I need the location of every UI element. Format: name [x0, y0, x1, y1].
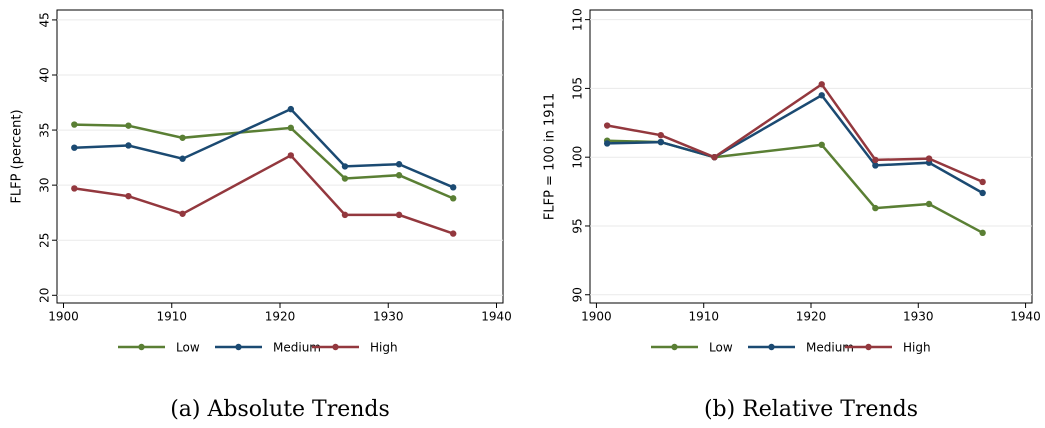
data-point: [287, 152, 295, 159]
y-tick-label: 40: [38, 67, 52, 82]
data-point: [450, 195, 457, 202]
legend-marker: [768, 343, 775, 351]
plot-frame: [589, 9, 1033, 304]
data-point: [395, 161, 403, 168]
y-tick-label: 45: [38, 12, 52, 27]
y-axis-label: FLFP (percent): [10, 109, 25, 203]
data-point: [71, 185, 78, 192]
data-point: [657, 138, 665, 146]
data-point: [395, 211, 403, 219]
data-point: [125, 142, 132, 149]
x-tick-label: 1930: [903, 310, 934, 324]
data-point: [925, 200, 933, 208]
data-point: [179, 155, 186, 162]
data-point: [872, 162, 879, 169]
data-point: [818, 92, 825, 99]
y-tick-label: 95: [571, 218, 585, 233]
data-point: [341, 211, 349, 219]
data-point: [341, 175, 349, 182]
legend-marker: [235, 343, 242, 351]
legend-label: Low: [176, 341, 200, 355]
y-tick-label: 110: [571, 8, 585, 31]
data-point: [450, 184, 457, 191]
x-tick-label: 1900: [581, 310, 612, 324]
data-point: [872, 204, 879, 212]
y-tick-label: 90: [571, 287, 585, 302]
x-tick-label: 1910: [688, 310, 719, 324]
data-point: [287, 124, 295, 132]
legend-marker: [332, 343, 339, 351]
legend-marker: [138, 343, 145, 351]
series-line: [607, 139, 984, 234]
data-point: [125, 192, 132, 200]
data-point: [603, 122, 611, 129]
data-point: [872, 156, 879, 164]
y-tick-label: 35: [38, 122, 52, 137]
legend-label: High: [370, 341, 398, 355]
x-tick-label: 1900: [48, 310, 79, 324]
data-point: [71, 121, 78, 128]
data-point: [287, 105, 295, 113]
x-tick-label: 1910: [156, 310, 187, 324]
y-tick-label: 25: [38, 233, 52, 248]
x-tick-label: 1920: [265, 310, 296, 324]
data-point: [603, 140, 611, 147]
data-point: [179, 210, 186, 217]
legend-label: Medium: [273, 341, 321, 355]
y-tick-label: 105: [571, 77, 585, 100]
data-point: [657, 131, 665, 139]
data-point: [979, 229, 986, 237]
y-tick-label: 30: [38, 177, 52, 192]
data-point: [979, 178, 986, 186]
legend-marker: [865, 343, 872, 351]
data-point: [71, 144, 78, 151]
y-tick-label: 100: [571, 146, 585, 169]
data-point: [818, 81, 825, 88]
data-point: [179, 134, 186, 141]
data-point: [341, 163, 349, 170]
plot-frame: [56, 9, 504, 304]
legend-label: Medium: [806, 341, 854, 355]
legend-label: Low: [709, 341, 733, 355]
x-tick-label: 1930: [373, 310, 404, 324]
caption: (b) Relative Trends: [704, 397, 918, 422]
x-tick-label: 1940: [1010, 310, 1041, 324]
data-point: [818, 141, 825, 149]
y-axis-label: FLFP = 100 in 1911: [543, 93, 558, 220]
legend-label: High: [903, 341, 931, 355]
x-tick-label: 1920: [796, 310, 827, 324]
y-tick-label: 20: [38, 288, 52, 303]
data-point: [125, 122, 132, 129]
data-point: [450, 230, 457, 237]
data-point: [979, 189, 986, 197]
data-point: [925, 155, 933, 162]
data-point: [711, 153, 718, 161]
data-point: [395, 172, 403, 179]
series-line: [74, 123, 454, 200]
caption: (a) Absolute Trends: [170, 397, 390, 422]
x-tick-label: 1940: [481, 310, 512, 324]
series-line: [607, 93, 984, 195]
legend-marker: [671, 343, 678, 351]
series-line: [606, 82, 984, 184]
